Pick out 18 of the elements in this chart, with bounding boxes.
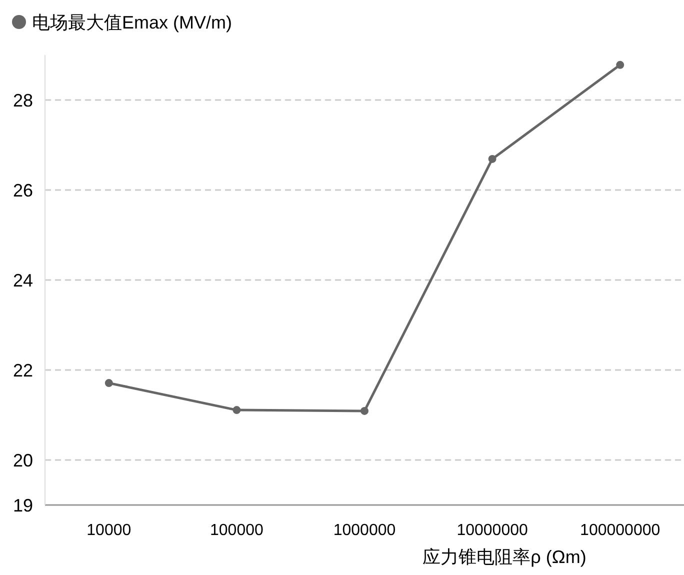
y-tick-label: 24 <box>12 270 33 290</box>
y-tick-label: 19 <box>12 495 33 516</box>
x-tick-label: 10000 <box>86 522 132 539</box>
x-axis-title: 应力锥电阻率ρ (Ωm) <box>422 547 586 567</box>
legend-label: 电场最大值Emax (MV/m) <box>32 12 232 32</box>
point <box>616 60 624 69</box>
y-tick-label: 28 <box>12 90 33 110</box>
point <box>360 406 368 415</box>
y-tick-label: 22 <box>12 360 33 380</box>
point <box>104 379 113 388</box>
x-tick-label: 10000000 <box>456 522 528 539</box>
point <box>488 154 496 163</box>
y-tick-label: 26 <box>12 180 33 200</box>
y-tick-label: 20 <box>12 450 33 470</box>
x-tick-label: 100000 <box>210 522 264 539</box>
point <box>232 406 241 414</box>
x-tick-label: 100000000 <box>580 522 660 539</box>
x-tick-label: 1000000 <box>333 522 396 539</box>
